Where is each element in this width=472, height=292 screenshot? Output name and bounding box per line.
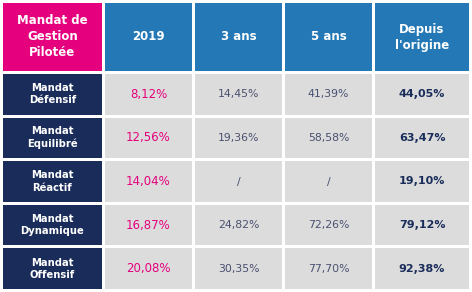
Text: 8,12%: 8,12% (130, 88, 167, 101)
Text: 16,87%: 16,87% (126, 219, 171, 232)
Bar (195, 161, 282, 202)
Bar (285, 205, 372, 245)
Bar (105, 3, 192, 71)
Text: Depuis
l'origine: Depuis l'origine (395, 22, 449, 51)
Bar (105, 74, 192, 114)
Text: 14,04%: 14,04% (126, 175, 171, 188)
Bar (105, 161, 192, 202)
Bar (105, 205, 192, 245)
Text: 58,58%: 58,58% (308, 133, 349, 143)
Text: 63,47%: 63,47% (399, 133, 445, 143)
Text: 5 ans: 5 ans (311, 30, 346, 44)
Text: Mandat
Equilibré: Mandat Equilibré (27, 126, 78, 150)
Text: 30,35%: 30,35% (218, 264, 259, 274)
Text: Mandat de
Gestion
Pilotée: Mandat de Gestion Pilotée (17, 15, 88, 60)
Bar (285, 248, 372, 289)
Text: 19,36%: 19,36% (218, 133, 259, 143)
Text: 19,10%: 19,10% (399, 176, 445, 187)
Bar (195, 248, 282, 289)
Bar (375, 74, 469, 114)
Text: /: / (327, 176, 330, 187)
Bar (375, 3, 469, 71)
Bar (195, 205, 282, 245)
Text: Mandat
Offensif: Mandat Offensif (30, 258, 75, 280)
Bar (375, 118, 469, 158)
Bar (105, 118, 192, 158)
Bar (3, 74, 102, 114)
Bar (285, 118, 372, 158)
Text: 12,56%: 12,56% (126, 131, 171, 145)
Text: /: / (236, 176, 240, 187)
Bar (285, 74, 372, 114)
Bar (375, 248, 469, 289)
Text: 44,05%: 44,05% (399, 89, 445, 99)
Bar (195, 118, 282, 158)
Bar (195, 3, 282, 71)
Bar (195, 74, 282, 114)
Text: 92,38%: 92,38% (399, 264, 445, 274)
Text: Mandat
Réactif: Mandat Réactif (31, 170, 74, 193)
Bar (3, 161, 102, 202)
Text: 14,45%: 14,45% (218, 89, 259, 99)
Text: Mandat
Dynamique: Mandat Dynamique (21, 214, 84, 236)
Text: 72,26%: 72,26% (308, 220, 349, 230)
Text: 41,39%: 41,39% (308, 89, 349, 99)
Text: 2019: 2019 (132, 30, 165, 44)
Text: 24,82%: 24,82% (218, 220, 259, 230)
Bar (375, 205, 469, 245)
Bar (3, 3, 102, 71)
Text: 3 ans: 3 ans (221, 30, 256, 44)
Text: 79,12%: 79,12% (399, 220, 445, 230)
Bar (285, 161, 372, 202)
Text: 20,08%: 20,08% (126, 262, 171, 275)
Bar (3, 205, 102, 245)
Text: Mandat
Défensif: Mandat Défensif (29, 83, 76, 105)
Bar (375, 161, 469, 202)
Bar (105, 248, 192, 289)
Bar (3, 248, 102, 289)
Bar (3, 118, 102, 158)
Bar (285, 3, 372, 71)
Text: 77,70%: 77,70% (308, 264, 349, 274)
